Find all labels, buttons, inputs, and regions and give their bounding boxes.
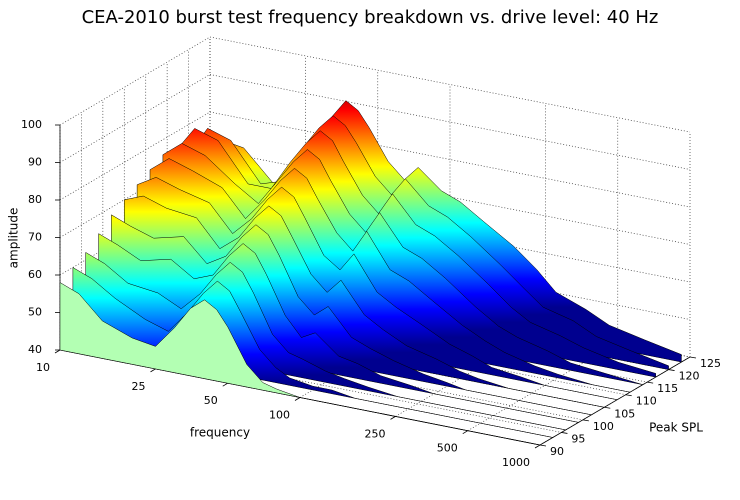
z-axis-label: amplitude xyxy=(7,208,21,269)
x-tick-label: 50 xyxy=(204,394,218,407)
y-tick xyxy=(582,419,589,422)
z-tick-label: 50 xyxy=(28,306,42,319)
grid-line xyxy=(59,36,211,126)
grid-line xyxy=(209,36,691,133)
z-tick-label: 100 xyxy=(21,118,42,131)
y-tick-label: 125 xyxy=(700,357,721,370)
axis-line xyxy=(539,356,691,446)
x-tick-label: 25 xyxy=(132,380,146,393)
y-tick xyxy=(539,444,547,447)
chart-title: CEA-2010 burst test frequency breakdown … xyxy=(82,7,659,28)
grid-line xyxy=(209,111,691,208)
x-tick xyxy=(534,444,541,449)
y-axis-label: Peak SPL xyxy=(649,421,703,435)
x-tick xyxy=(462,430,468,435)
grid-line xyxy=(209,74,691,170)
y-tick xyxy=(647,381,654,384)
z-tick-label: 80 xyxy=(28,193,42,206)
x-axis-label: frequency xyxy=(190,426,250,440)
y-tick xyxy=(561,432,568,434)
grid-line xyxy=(59,74,211,163)
y-tick xyxy=(668,369,675,371)
z-tick-label: 60 xyxy=(28,268,42,281)
y-tick xyxy=(689,356,697,359)
x-tick-label: 500 xyxy=(437,442,458,455)
y-tick-label: 105 xyxy=(614,407,635,420)
x-tick-label: 250 xyxy=(365,427,386,440)
x-tick xyxy=(150,368,156,373)
y-tick-label: 120 xyxy=(679,370,700,383)
z-tick-label: 70 xyxy=(28,231,42,244)
x-tick xyxy=(54,349,61,354)
grid-line xyxy=(59,111,211,201)
y-tick-label: 115 xyxy=(657,382,678,395)
z-tick-label: 40 xyxy=(28,343,42,356)
x-tick-label: 100 xyxy=(269,409,290,422)
y-tick-label: 95 xyxy=(571,432,585,445)
z-tick-label: 90 xyxy=(28,156,42,169)
x-tick xyxy=(294,397,301,401)
x-tick-label: 1000 xyxy=(502,456,530,469)
x-tick xyxy=(222,382,228,387)
y-tick xyxy=(604,406,611,409)
y-tick-label: 90 xyxy=(550,445,564,458)
y-tick-label: 110 xyxy=(636,395,657,408)
x-tick-label: 10 xyxy=(36,361,50,374)
surface-slice xyxy=(59,282,541,446)
y-tick-label: 100 xyxy=(593,420,614,433)
y-tick xyxy=(625,394,632,397)
x-tick xyxy=(390,416,396,420)
